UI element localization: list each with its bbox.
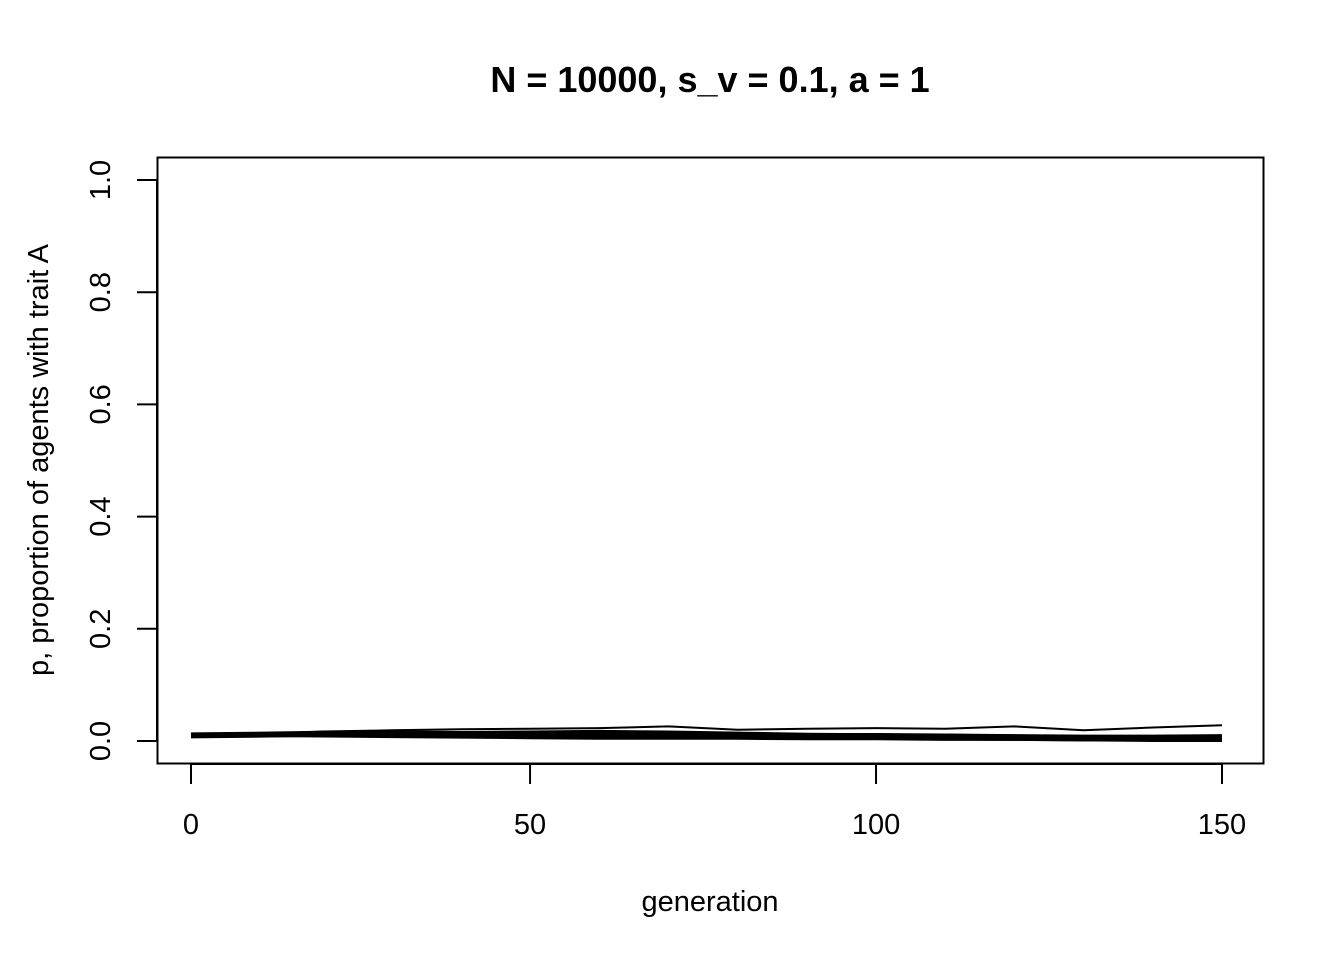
y-tick-label: 0.2 [85,609,117,649]
x-tick-label: 100 [852,809,900,841]
mean-series-line [190,730,1223,741]
x-tick-label: 0 [183,809,199,841]
series-group [190,724,1223,742]
y-axis-label: p, proportion of agents with trait A [23,243,55,676]
x-ticks: 0 50 100 150 [183,764,1246,841]
x-tick-label: 50 [514,809,546,841]
y-ticks: 0.0 0.2 0.4 0.6 0.8 1.0 [85,160,157,761]
chart-title: N = 10000, s_v = 0.1, a = 1 [490,59,929,100]
y-tick-label: 0.4 [85,496,117,536]
y-tick-label: 0.8 [85,272,117,312]
x-tick-label: 150 [1198,809,1246,841]
y-tick-label: 1.0 [85,160,117,200]
plot-frame [156,156,1265,765]
x-axis-label: generation [641,886,778,918]
y-tick-label: 0.6 [85,384,117,424]
y-tick-label: 0.0 [85,721,117,761]
